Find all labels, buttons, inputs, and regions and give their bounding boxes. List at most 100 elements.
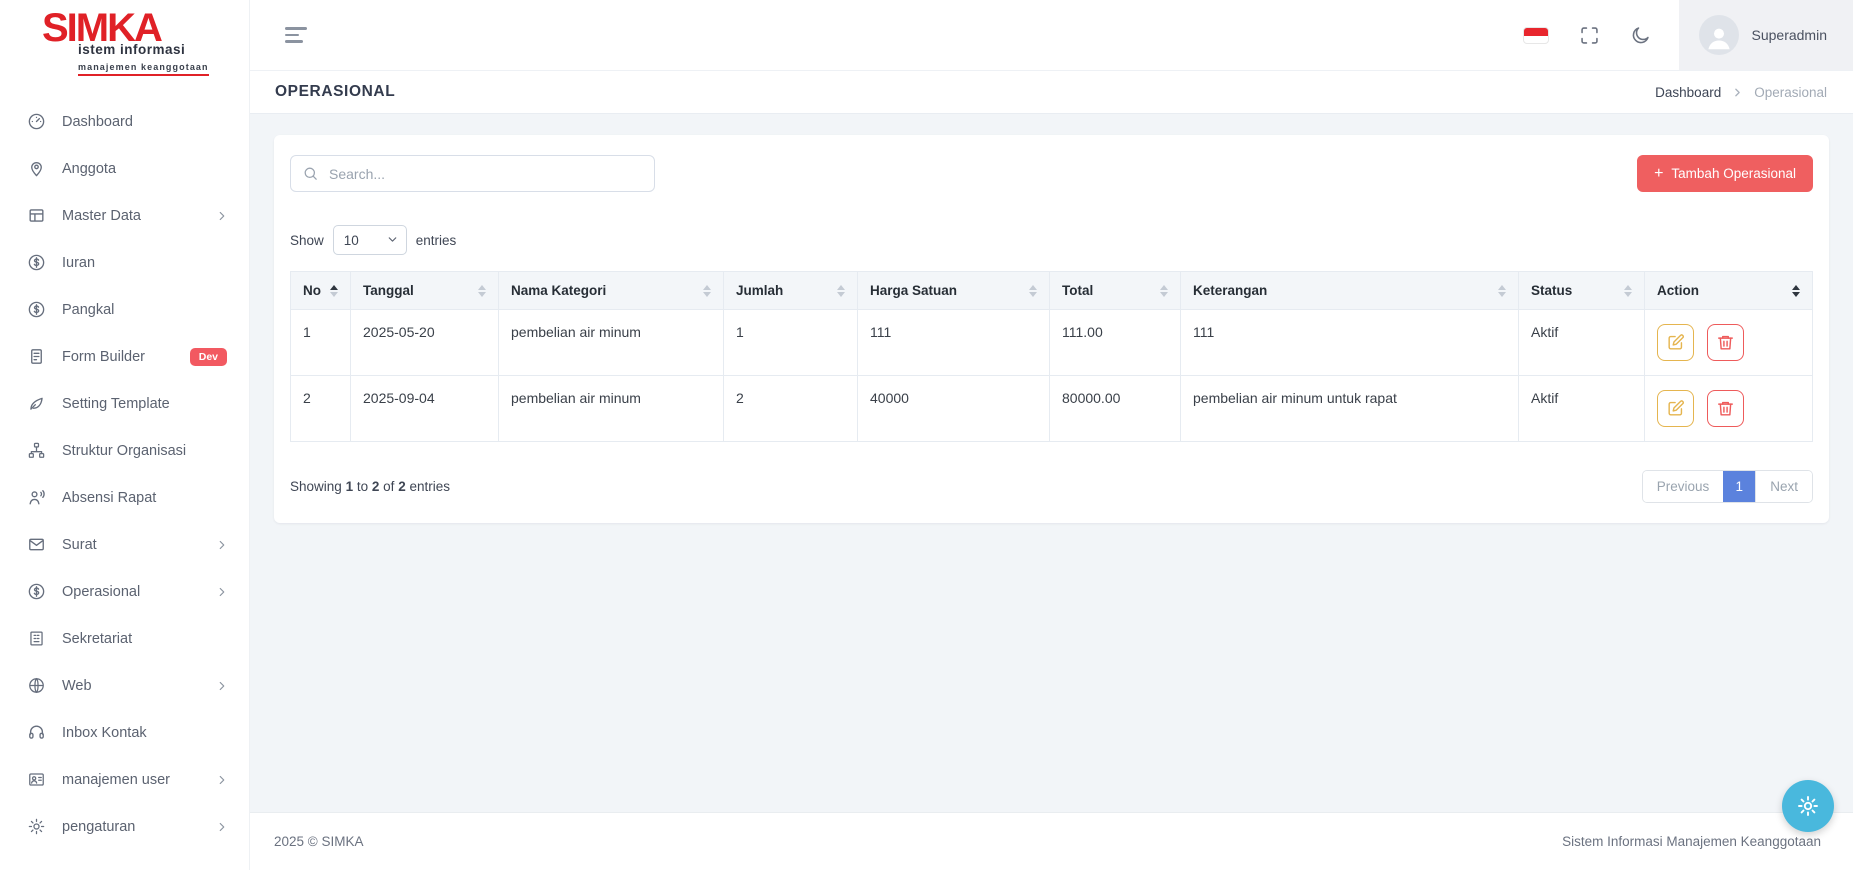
column-header-status[interactable]: Status xyxy=(1518,271,1645,310)
sidebar-item-label: Dashboard xyxy=(62,113,133,130)
chevron-right-icon xyxy=(1731,86,1744,99)
sidebar-item-label: Struktur Organisasi xyxy=(62,442,187,459)
sidebar-item-label: Surat xyxy=(62,536,97,553)
brand-line2: manajemen keanggotaan xyxy=(78,62,209,76)
tambah-operasional-button[interactable]: + Tambah Operasional xyxy=(1637,155,1813,192)
pagination-next[interactable]: Next xyxy=(1755,471,1812,502)
table-footer: Showing 1 to 2 of 2 entries Previous 1 N… xyxy=(290,470,1813,503)
envelope-icon xyxy=(27,535,46,554)
sidebar-item-struktur-organisasi[interactable]: Struktur Organisasi xyxy=(0,427,249,474)
main-content: + Tambah Operasional Show 10 entries xyxy=(250,114,1853,812)
dev-badge: Dev xyxy=(189,347,227,366)
column-header-no[interactable]: No xyxy=(290,271,351,310)
sidebar-item-dashboard[interactable]: Dashboard xyxy=(0,98,249,145)
form-document-icon xyxy=(27,347,46,366)
sidebar-item-anggota[interactable]: Anggota xyxy=(0,145,249,192)
cell-tanggal: 2025-09-04 xyxy=(350,375,499,442)
sort-icon xyxy=(1792,284,1800,297)
pagination-previous[interactable]: Previous xyxy=(1642,471,1724,502)
show-label: Show xyxy=(290,232,324,248)
topbar: Superadmin xyxy=(250,0,1853,71)
headset-icon xyxy=(27,723,46,742)
column-header-jumlah[interactable]: Jumlah xyxy=(723,271,858,310)
sidebar: SIMKA istem informasi manajemen keanggot… xyxy=(0,0,250,870)
user-voice-icon xyxy=(27,488,46,507)
cell-harga-satuan: 111 xyxy=(857,309,1050,376)
sidebar-item-operasional[interactable]: Operasional xyxy=(0,568,249,615)
dark-mode-moon-icon[interactable] xyxy=(1630,25,1651,46)
sidebar-item-sekretariat[interactable]: Sekretariat xyxy=(0,615,249,662)
page-size-row: Show 10 entries xyxy=(290,225,1813,255)
delete-button[interactable] xyxy=(1707,390,1744,427)
sort-icon xyxy=(1160,284,1168,297)
edit-button[interactable] xyxy=(1657,324,1694,361)
cell-nama-kategori: pembelian air minum xyxy=(498,375,724,442)
avatar xyxy=(1698,15,1739,55)
gear-icon xyxy=(27,817,46,836)
cell-jumlah: 2 xyxy=(723,375,858,442)
sidebar-item-label: manajemen user xyxy=(62,771,170,788)
sort-icon xyxy=(1498,284,1506,297)
cell-no: 2 xyxy=(290,375,351,442)
edit-button[interactable] xyxy=(1657,390,1694,427)
trash-icon xyxy=(1718,335,1733,350)
username: Superadmin xyxy=(1751,27,1828,43)
sidebar-item-label: Inbox Kontak xyxy=(62,724,147,741)
sidebar-nav: Dashboard Anggota Master Data Iuran Pang… xyxy=(0,98,249,850)
sidebar-item-inbox-kontak[interactable]: Inbox Kontak xyxy=(0,709,249,756)
chevron-right-icon xyxy=(215,538,229,552)
sidebar-item-web[interactable]: Web xyxy=(0,662,249,709)
column-header-total[interactable]: Total xyxy=(1049,271,1181,310)
fullscreen-icon[interactable] xyxy=(1579,25,1600,46)
entries-label: entries xyxy=(415,232,457,248)
delete-button[interactable] xyxy=(1707,324,1744,361)
table-row: 2 2025-09-04 pembelian air minum 2 40000… xyxy=(290,375,1813,442)
breadcrumb-operasional: Operasional xyxy=(1754,84,1827,100)
settings-fab-button[interactable] xyxy=(1782,780,1834,832)
coin-dollar-icon xyxy=(27,253,46,272)
sidebar-item-pangkal[interactable]: Pangkal xyxy=(0,286,249,333)
sidebar-item-label: Operasional xyxy=(62,583,141,600)
page-size-select[interactable]: 10 xyxy=(332,225,407,255)
footer: 2025 © SIMKA Sistem Informasi Manajemen … xyxy=(250,812,1853,870)
column-header-action[interactable]: Action xyxy=(1644,271,1813,310)
column-header-nama-kategori[interactable]: Nama Kategori xyxy=(498,271,724,310)
breadcrumb: Dashboard Operasional xyxy=(1655,85,1827,100)
sidebar-item-surat[interactable]: Surat xyxy=(0,521,249,568)
cell-action xyxy=(1644,375,1813,442)
search-input[interactable] xyxy=(290,155,655,192)
column-header-tanggal[interactable]: Tanggal xyxy=(350,271,499,310)
sidebar-item-label: Anggota xyxy=(62,160,117,177)
sidebar-item-master-data[interactable]: Master Data xyxy=(0,192,249,239)
breadcrumb-dashboard[interactable]: Dashboard xyxy=(1655,84,1722,100)
user-menu[interactable]: Superadmin xyxy=(1678,0,1853,70)
edit-pencil-icon xyxy=(1668,334,1684,350)
sidebar-item-label: Iuran xyxy=(62,254,96,271)
sidebar-item-form-builder[interactable]: Form Builder Dev xyxy=(0,333,249,380)
chevron-right-icon xyxy=(215,773,229,787)
building-icon xyxy=(27,629,46,648)
brand-logo[interactable]: SIMKA istem informasi manajemen keanggot… xyxy=(0,0,249,76)
sidebar-item-absensi-rapat[interactable]: Absensi Rapat xyxy=(0,474,249,521)
column-header-keterangan[interactable]: Keterangan xyxy=(1180,271,1519,310)
column-header-harga-satuan[interactable]: Harga Satuan xyxy=(857,271,1050,310)
tambah-operasional-label: Tambah Operasional xyxy=(1671,166,1796,181)
cell-tanggal: 2025-05-20 xyxy=(350,309,499,376)
user-card-icon xyxy=(27,770,46,789)
sidebar-item-label: Master Data xyxy=(62,207,141,224)
sidebar-item-manajemen-user[interactable]: manajemen user xyxy=(0,756,249,803)
sidebar-item-setting-template[interactable]: Setting Template xyxy=(0,380,249,427)
cell-jumlah: 1 xyxy=(723,309,858,376)
sort-icon xyxy=(1624,284,1632,297)
cell-harga-satuan: 40000 xyxy=(857,375,1050,442)
pagination-page-1[interactable]: 1 xyxy=(1723,471,1756,502)
language-flag-icon[interactable] xyxy=(1522,26,1549,44)
sidebar-item-pengaturan[interactable]: pengaturan xyxy=(0,803,249,850)
sidebar-item-iuran[interactable]: Iuran xyxy=(0,239,249,286)
cell-total: 80000.00 xyxy=(1049,375,1181,442)
plus-icon: + xyxy=(1654,164,1664,182)
table-header-row: No Tanggal Nama Kategori Jumlah Harga Sa… xyxy=(290,271,1813,310)
chevron-right-icon xyxy=(215,679,229,693)
cell-status: Aktif xyxy=(1518,309,1645,376)
sidebar-toggle-button[interactable] xyxy=(285,27,307,43)
